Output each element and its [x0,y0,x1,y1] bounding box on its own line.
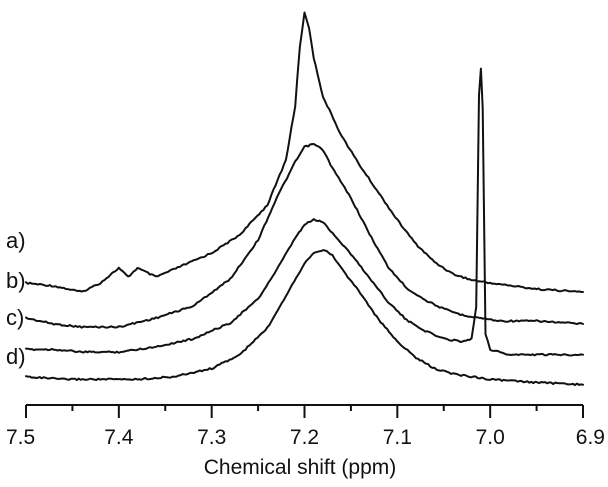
trace-d [25,249,584,387]
x-tick-label: 7.4 [104,426,134,449]
x-tick-label: 7.2 [290,426,319,449]
x-axis-title: Chemical shift (ppm) [204,456,397,479]
trace-label-c: c) [6,305,24,330]
trace-label-d: d) [6,344,26,369]
x-tick-label: 7.1 [383,426,412,449]
trace-c [25,67,584,357]
spectra-traces [25,11,584,387]
trace-a [25,11,584,293]
x-tick-label: 7.3 [197,426,226,449]
x-ticks: 7.5 7.4 7.3 7.2 7.1 7.0 6.9 [6,405,605,449]
x-tick-label: 7.5 [6,426,35,449]
trace-label-b: b) [6,268,26,293]
x-axis: 7.5 7.4 7.3 7.2 7.1 7.0 6.9 [6,404,605,449]
trace-b [25,143,584,329]
trace-labels: a) b) c) d) [6,228,26,369]
trace-label-a: a) [6,228,26,253]
x-tick-label: 6.9 [576,426,605,449]
x-tick-label: 7.0 [476,426,505,449]
